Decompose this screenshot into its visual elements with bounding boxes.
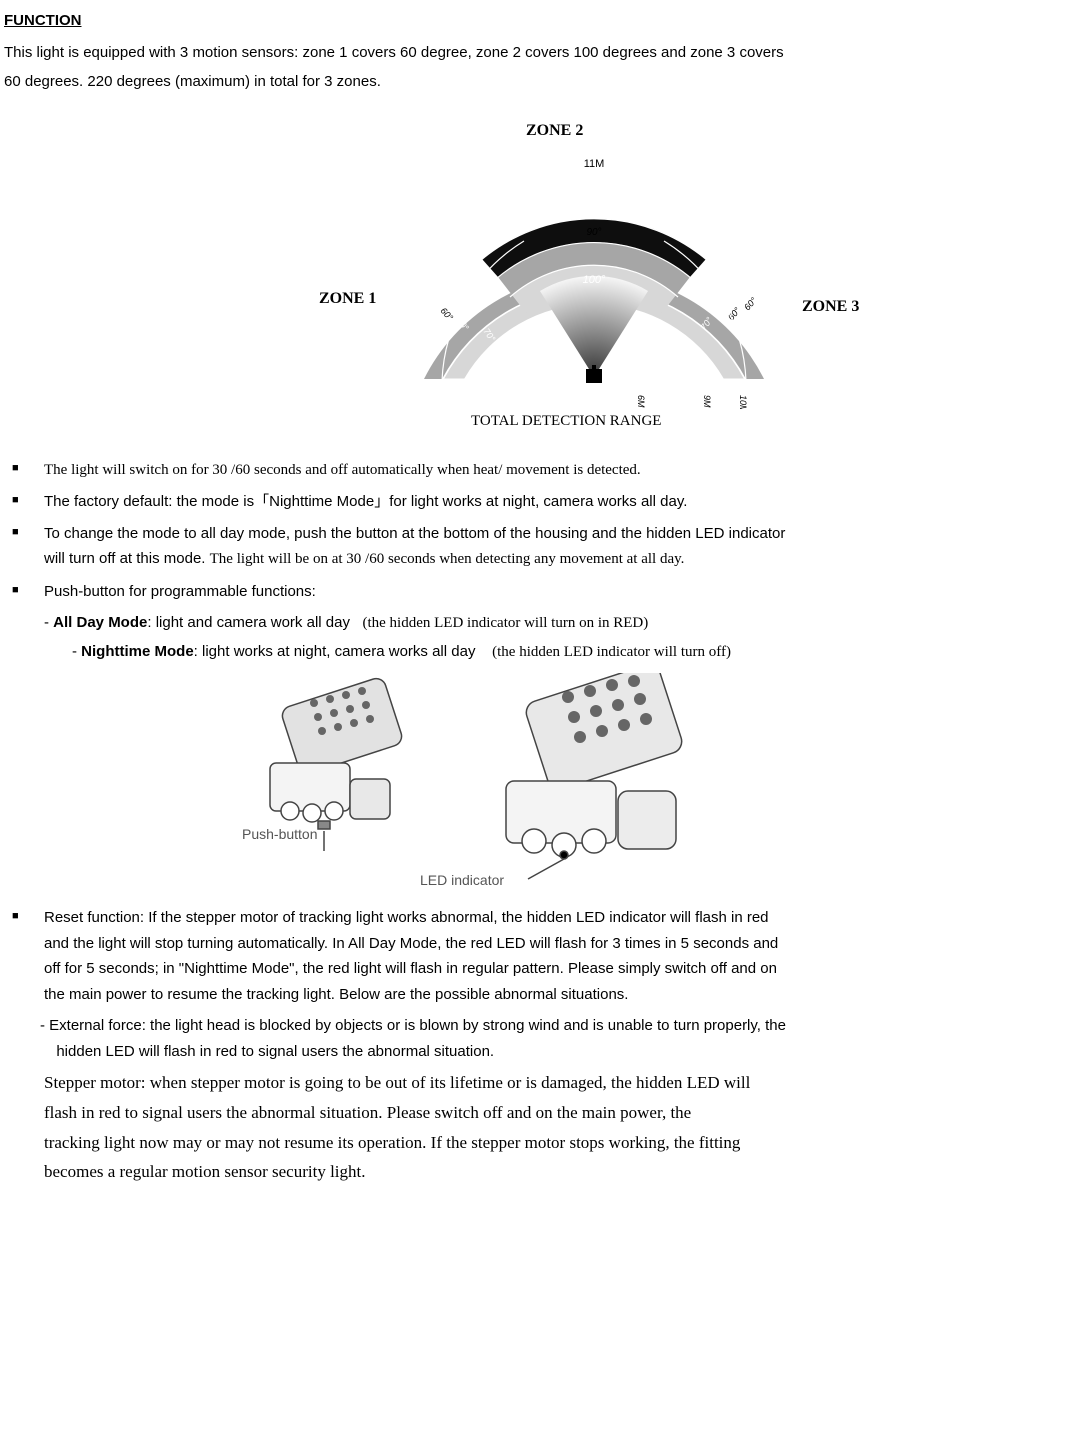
stepper-paragraph: Stepper motor: when stepper motor is goi… [44, 1068, 1083, 1187]
product-svg [234, 673, 734, 893]
svg-text:10M: 10M [738, 395, 748, 409]
mode-allday: - All Day Mode: light and camera work al… [44, 610, 1083, 637]
svg-text:90°: 90° [586, 227, 601, 238]
push-button-label: Push-button [242, 823, 318, 847]
bullet1-text: The light will switch on for 30 /60 seco… [44, 462, 641, 478]
arc-diagram-svg: 11M 90° 90° 90° 100° 80° 80° 70° 70° 60°… [384, 149, 804, 409]
svg-text:60°: 60° [742, 295, 759, 312]
b3a: To change the mode to all day mode, push… [44, 525, 785, 542]
section-title: FUNCTION [4, 8, 1083, 34]
intro-line: 60 degrees. 220 degrees (maximum) in tot… [4, 69, 1083, 95]
svg-text:9M: 9M [702, 395, 712, 408]
bullet-5: Reset function: If the stepper motor of … [4, 905, 1083, 1007]
zone3-label: ZONE 3 [802, 293, 859, 320]
b2a: The factory default: the mode is [44, 493, 254, 510]
zone1-label: ZONE 1 [319, 285, 376, 312]
bullet-1: The light will switch on for 30 /60 seco… [4, 457, 1083, 484]
b2br: 」 [374, 493, 389, 510]
product-images: Push-button LED indicator [234, 673, 734, 893]
svg-text:60°: 60° [439, 305, 456, 322]
svg-text:80°: 80° [545, 346, 560, 363]
b2m: Nighttime Mode [269, 493, 374, 510]
diagram-caption: TOTAL DETECTION RANGE [471, 409, 661, 435]
b3b: will turn off at this mode. [44, 550, 205, 567]
b4t: Push-button for programmable functions: [44, 583, 316, 600]
zone2-label: ZONE 2 [526, 117, 583, 144]
svg-text:90°: 90° [586, 205, 601, 216]
svg-text:80°: 80° [634, 333, 649, 350]
b2bl: 「 [254, 493, 269, 510]
svg-text:90°: 90° [586, 183, 601, 194]
bullet-3: To change the mode to all day mode, push… [4, 521, 1083, 573]
dash-external-force: - External force: the light head is bloc… [40, 1013, 1083, 1064]
svg-text:60°: 60° [726, 305, 743, 322]
detection-range-diagram: ZONE 2 11M 90 [4, 117, 1083, 447]
led-indicator-label: LED indicator [420, 869, 504, 893]
svg-text:100°: 100° [583, 274, 606, 286]
bullet-2: The factory default: the mode is「Nightti… [4, 489, 1083, 515]
svg-text:6M: 6M [636, 395, 646, 408]
bullet-4: Push-button for programmable functions: [4, 579, 1083, 605]
dist-11m: 11M [584, 158, 605, 170]
b2c: for light works at night, camera works a… [389, 493, 687, 510]
intro-line: This light is equipped with 3 motion sen… [4, 40, 1083, 66]
mode-nighttime: - Nighttime Mode: light works at night, … [72, 639, 1083, 666]
b3c: The light will be on at 30 /60 seconds w… [210, 551, 685, 567]
